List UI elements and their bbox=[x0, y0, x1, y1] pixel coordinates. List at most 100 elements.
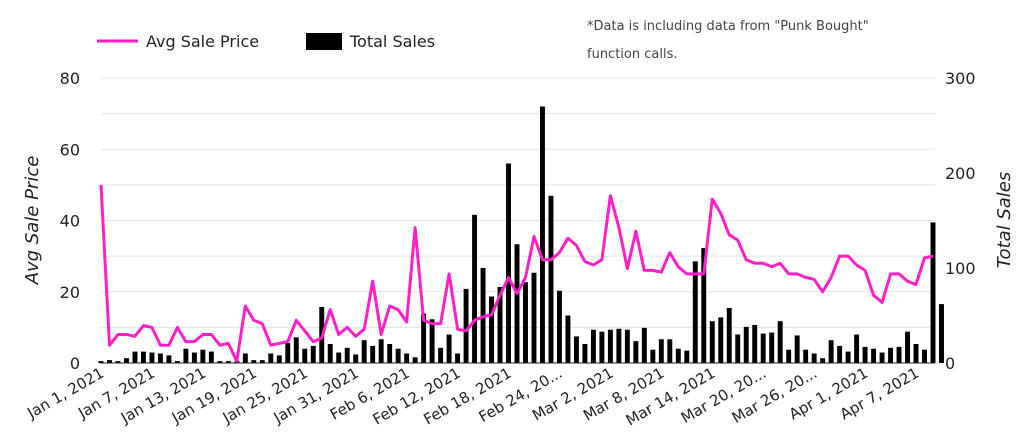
sales-bar bbox=[786, 349, 792, 363]
sales-bar bbox=[845, 351, 851, 363]
left-y-axis-title: Avg Sale Price bbox=[22, 156, 43, 286]
sales-bar bbox=[285, 343, 291, 363]
sales-bar bbox=[760, 333, 766, 363]
sales-bar bbox=[251, 360, 257, 363]
left-y-tick-label: 40 bbox=[60, 212, 80, 231]
sales-bar bbox=[336, 352, 342, 363]
sales-bar bbox=[276, 355, 282, 363]
sales-bar bbox=[523, 282, 528, 363]
sales-bar bbox=[862, 346, 868, 363]
sales-bar bbox=[217, 361, 223, 363]
sales-bar bbox=[726, 307, 732, 363]
right-y-axis-ticks: 0 100 200 300 bbox=[945, 69, 976, 373]
sales-bar bbox=[293, 337, 299, 363]
sales-bar bbox=[404, 353, 410, 363]
sales-bar bbox=[174, 361, 180, 363]
sales-bar bbox=[429, 319, 435, 363]
sales-bar bbox=[353, 354, 359, 363]
legend-bar-swatch bbox=[306, 33, 342, 50]
sales-bar bbox=[854, 334, 860, 363]
sales-bar bbox=[115, 361, 121, 363]
sales-bar bbox=[472, 214, 478, 363]
chart-note-line-1: *Data is including data from "Punk Bough… bbox=[587, 19, 869, 34]
sales-bar bbox=[191, 352, 197, 363]
right-y-tick-label: 100 bbox=[945, 259, 976, 278]
sales-bar bbox=[268, 353, 274, 363]
sales-bar bbox=[302, 348, 308, 363]
sales-bar bbox=[327, 344, 333, 363]
sales-bar bbox=[641, 327, 647, 363]
sales-bar bbox=[200, 349, 206, 363]
sales-bar bbox=[310, 345, 316, 363]
sales-bar bbox=[149, 352, 155, 363]
sales-bar bbox=[607, 329, 613, 363]
sales-bar bbox=[794, 335, 800, 363]
right-y-tick-label: 300 bbox=[945, 69, 976, 88]
sales-bar bbox=[370, 345, 376, 363]
sales-bar bbox=[837, 345, 843, 363]
sales-bar bbox=[107, 360, 112, 363]
sales-bar bbox=[752, 325, 758, 363]
left-y-axis-ticks: 0 20 40 60 80 bbox=[60, 69, 80, 373]
sales-bar bbox=[344, 347, 350, 363]
sales-bar bbox=[701, 248, 707, 363]
sales-bar bbox=[98, 361, 104, 363]
sales-bar bbox=[540, 106, 545, 363]
sales-bar bbox=[242, 353, 248, 363]
sales-bar bbox=[709, 321, 715, 363]
left-y-tick-label: 0 bbox=[70, 354, 80, 373]
right-y-axis-title: Total Sales bbox=[994, 172, 1015, 269]
sales-bar bbox=[828, 340, 834, 363]
sales-bar bbox=[378, 339, 384, 363]
left-y-tick-label: 80 bbox=[60, 69, 80, 88]
sales-bar bbox=[743, 326, 749, 363]
sales-bar bbox=[489, 296, 494, 363]
legend-line-label: Avg Sale Price bbox=[146, 32, 259, 51]
legend: Avg Sale Price Total Sales bbox=[97, 32, 435, 51]
sales-bar bbox=[684, 350, 690, 363]
sales-bar bbox=[692, 261, 698, 363]
sales-bar bbox=[658, 339, 664, 363]
sales-bar bbox=[871, 348, 877, 363]
sales-bar bbox=[650, 349, 656, 363]
right-y-tick-label: 0 bbox=[945, 354, 955, 373]
sales-bar bbox=[811, 353, 817, 363]
total-sales-bars bbox=[98, 106, 944, 363]
sales-bar bbox=[573, 336, 579, 363]
left-y-tick-label: 20 bbox=[60, 283, 80, 302]
avg-sale-price-line bbox=[99, 184, 934, 363]
sales-bar bbox=[166, 355, 172, 363]
sales-bar bbox=[412, 357, 418, 363]
sales-bar bbox=[777, 321, 783, 363]
sales-bar bbox=[599, 331, 605, 363]
sales-bar bbox=[735, 334, 741, 363]
sales-bar bbox=[506, 163, 511, 363]
sales-bar bbox=[446, 334, 452, 363]
sales-bar bbox=[616, 328, 622, 363]
sales-bar bbox=[514, 244, 520, 363]
legend-bar-label: Total Sales bbox=[349, 32, 435, 51]
left-y-tick-label: 60 bbox=[60, 140, 80, 159]
sales-bar bbox=[124, 358, 129, 363]
sales-bar bbox=[590, 329, 596, 363]
sales-bar bbox=[395, 348, 401, 363]
sales-bar bbox=[140, 351, 146, 363]
sales-bar bbox=[132, 351, 138, 363]
sales-bar bbox=[208, 351, 214, 363]
sales-bar bbox=[803, 349, 809, 363]
sales-bar bbox=[888, 347, 894, 363]
sales-bar bbox=[497, 287, 503, 363]
sales-bar bbox=[438, 347, 444, 363]
sales-bar bbox=[157, 353, 163, 363]
right-y-tick-label: 200 bbox=[945, 164, 976, 183]
sales-bar bbox=[675, 348, 681, 363]
sales-bar bbox=[667, 339, 673, 363]
sales-bar bbox=[582, 344, 588, 363]
sales-bar bbox=[455, 353, 461, 363]
sales-bar bbox=[361, 340, 367, 363]
sales-bar bbox=[421, 313, 427, 363]
sales-bar bbox=[225, 361, 231, 363]
sales-bar bbox=[913, 344, 919, 363]
